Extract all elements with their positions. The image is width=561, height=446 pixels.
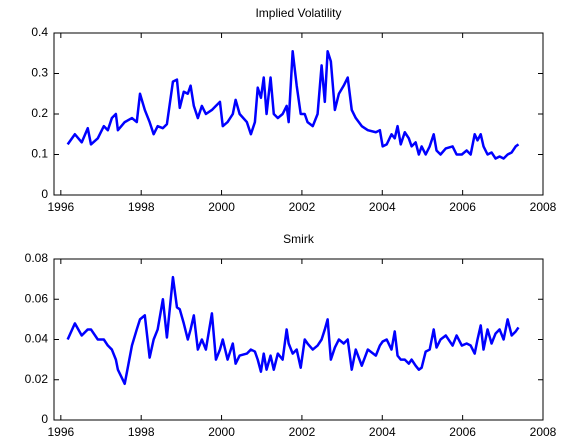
y-tick-label: 0.3 xyxy=(31,66,48,80)
y-tick-label: 0.2 xyxy=(31,106,48,120)
y-tick-label: 0.4 xyxy=(31,25,48,39)
y-tick-label: 0.1 xyxy=(31,147,48,161)
x-tick-label: 2002 xyxy=(289,425,316,439)
chart-title: Implied Volatility xyxy=(255,6,341,20)
x-tick-label: 2008 xyxy=(530,425,557,439)
chart-title: Smirk xyxy=(283,232,315,246)
axes-box xyxy=(53,258,544,421)
x-tick-label: 1998 xyxy=(128,200,155,214)
data-line xyxy=(66,275,520,386)
y-tick-label: 0.08 xyxy=(25,251,49,265)
x-tick-label: 2000 xyxy=(208,200,235,214)
x-tick-label: 2002 xyxy=(289,200,316,214)
axes-box xyxy=(53,32,544,196)
y-tick-label: 0 xyxy=(41,412,48,426)
plot-area xyxy=(54,259,543,420)
x-tick-label: 2008 xyxy=(530,200,557,214)
x-tick-label: 1998 xyxy=(128,425,155,439)
data-line xyxy=(66,49,520,160)
x-tick-label: 2004 xyxy=(369,425,396,439)
x-tick-label: 2004 xyxy=(369,200,396,214)
y-tick-label: 0.04 xyxy=(25,332,49,346)
x-tick-label: 2000 xyxy=(208,425,235,439)
y-tick-label: 0 xyxy=(41,187,48,201)
plot-area xyxy=(54,33,543,195)
y-tick-label: 0.02 xyxy=(25,372,49,386)
x-tick-label: 2006 xyxy=(449,425,476,439)
x-tick-label: 1996 xyxy=(47,200,74,214)
x-tick-label: 1996 xyxy=(47,425,74,439)
y-tick-label: 0.06 xyxy=(25,291,49,305)
x-tick-label: 2006 xyxy=(449,200,476,214)
